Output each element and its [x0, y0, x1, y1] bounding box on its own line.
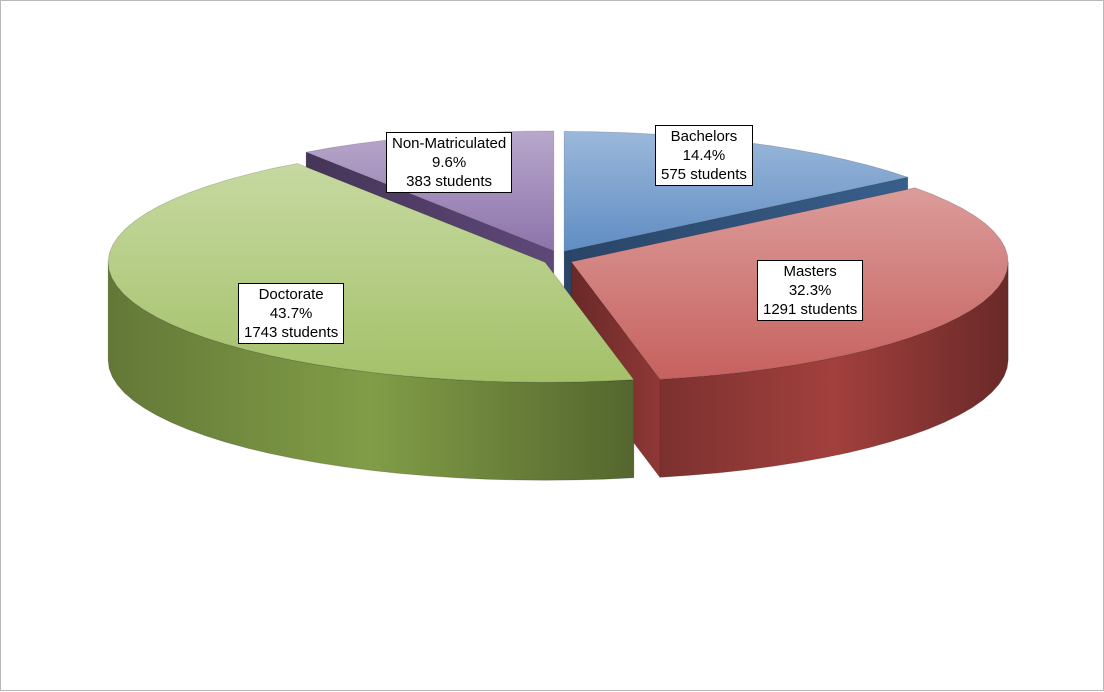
data-label-bachelors: Bachelors 14.4% 575 students: [655, 125, 753, 186]
slice-top-bachelors: [563, 131, 909, 252]
slice-percent: 9.6%: [432, 154, 467, 171]
pie-slice-doctorate: [107, 163, 635, 481]
slice-count: 575 students: [661, 166, 747, 183]
slice-count: 1743 students: [244, 324, 339, 341]
slice-percent: 43.7%: [269, 305, 313, 322]
slice-percent: 32.3%: [788, 282, 832, 299]
slice-side-doctorate: [107, 261, 635, 481]
data-label-doctorate: Doctorate 43.7% 1743 students: [238, 283, 345, 344]
data-label-masters: Masters 32.3% 1291 students: [757, 260, 864, 321]
slice-name: Bachelors: [670, 128, 738, 145]
data-label-non-matriculated: Non-Matriculated 9.6% 383 students: [386, 132, 513, 193]
slice-name: Non-Matriculated: [392, 135, 507, 152]
slice-count: 1291 students: [763, 301, 858, 318]
slice-name: Doctorate: [258, 286, 324, 303]
slice-name: Masters: [783, 263, 837, 280]
slice-percent: 14.4%: [682, 147, 726, 164]
slice-count: 383 students: [406, 173, 493, 190]
slice-side-masters: [659, 261, 1009, 478]
